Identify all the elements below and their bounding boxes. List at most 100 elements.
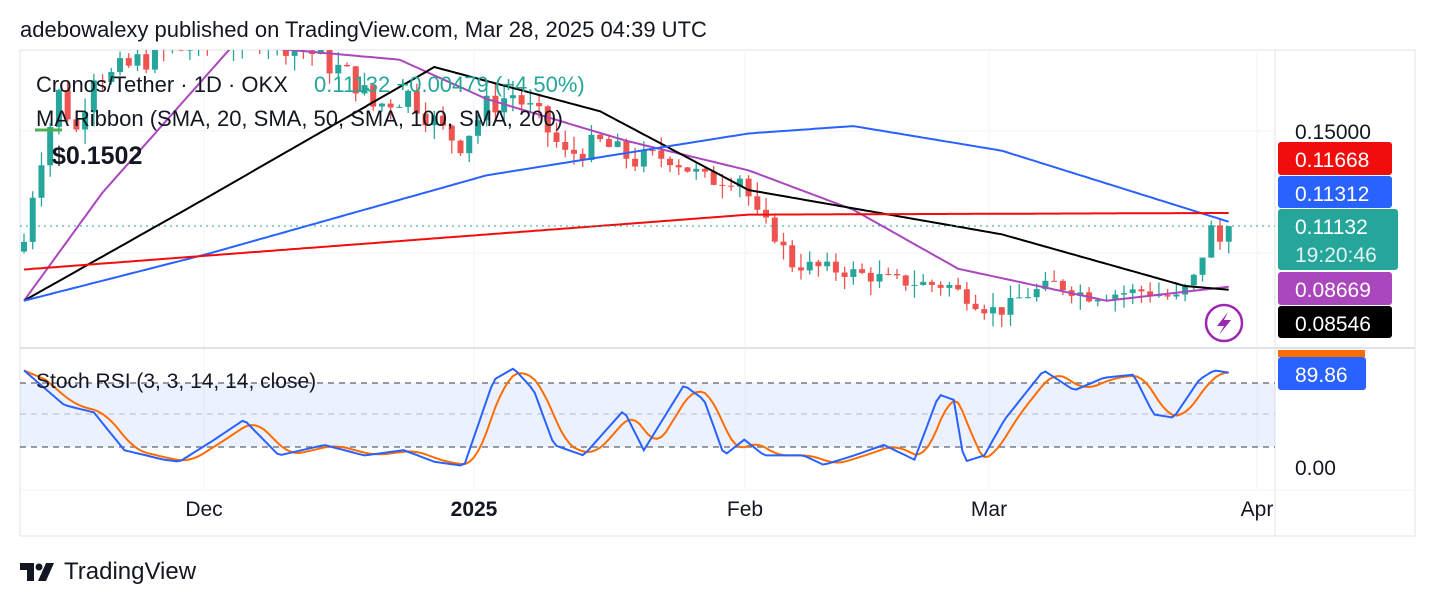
candle [876,260,883,289]
candle [378,102,385,112]
candle [937,281,944,296]
candle [29,191,36,250]
candle [911,270,918,298]
candle [867,267,874,296]
symbol-title[interactable]: Cronos/Tether · 1D · OKX [36,72,288,97]
footer-brand-text: TradingView [64,558,197,585]
svg-text:0.11668: 0.11668 [1295,149,1369,172]
candle [413,83,420,120]
candle [754,182,761,216]
candle [387,99,394,120]
candle [562,130,569,158]
candle [1217,218,1224,250]
candle [771,214,778,244]
candle [1225,225,1232,254]
candle [457,139,464,156]
candle [326,50,333,84]
candle [710,165,717,186]
candle [151,50,158,74]
stoch-tick-low: 0.00 [1295,457,1336,480]
candle [241,50,243,59]
candle [824,252,831,272]
candle [224,50,226,51]
candle [981,304,988,320]
candle [894,268,900,280]
badge-sma100: 0.11312 [1278,176,1392,208]
candle [1059,279,1066,296]
candle [21,233,27,254]
indicator-title[interactable]: MA Ribbon (SMA, 20, SMA, 50, SMA, 100, S… [36,106,563,131]
candle [693,162,700,180]
lightning-icon[interactable] [1204,303,1244,343]
sma100-line [23,125,1229,302]
candle [232,50,235,62]
candle [640,141,647,173]
candle [806,251,813,275]
candle [291,50,298,71]
candle [108,67,115,85]
sma200-line [23,212,1229,271]
candle [448,124,455,154]
candle [352,65,359,102]
svg-text:0.08669: 0.08669 [1295,279,1371,302]
stoch-k-line [23,367,1229,467]
candle [125,53,132,68]
candle [850,261,857,285]
candle [440,106,447,130]
candle [1007,285,1014,326]
candle [474,114,481,144]
candle [859,263,866,275]
candle [885,267,892,276]
candle [282,50,289,65]
candle [169,50,176,54]
chart-frame [19,49,1416,537]
svg-text:0.11312: 0.11312 [1295,183,1369,206]
candle [963,282,970,311]
candle [134,50,141,71]
candle [1016,283,1023,299]
candle [1086,287,1093,303]
time-label-mar: Mar [971,498,1007,521]
stoch-title[interactable]: Stoch RSI (3, 3, 14, 14, close) [36,370,316,393]
candle [1024,288,1031,299]
candle [431,110,438,139]
candle [553,122,560,148]
stoch-lines [23,367,1229,467]
candle [370,84,377,111]
candle [38,152,45,207]
candle [396,104,403,108]
ma-ribbon [23,50,1229,302]
candle [213,37,219,48]
svg-text:0.11132: 0.11132 [1295,216,1368,239]
publish-info: adebowalexy published on TradingView.com… [20,17,707,42]
badge-d-line [1278,350,1365,357]
candle [902,274,909,291]
candle [1112,289,1119,312]
badge-sma50: 0.08546 [1278,306,1392,338]
footer-brand[interactable]: TradingView [20,558,196,586]
candle [186,50,193,61]
candle [544,105,551,147]
candle [1068,286,1075,304]
time-label-apr: Apr [1241,498,1274,521]
candle [361,72,368,96]
candle [90,73,97,127]
candle [1147,282,1154,303]
candle [667,156,674,173]
badge-last-price: 0.11132 19:20:46 [1278,209,1398,270]
price-tick: 0.15000 [1295,121,1371,144]
candle [990,293,997,327]
candle [82,98,89,144]
badge-sma200: 0.11668 [1278,142,1392,175]
candle [483,87,490,127]
time-label-feb: Feb [727,498,763,521]
svg-text:0.08546: 0.08546 [1295,313,1371,336]
candle [178,50,185,52]
candle [946,281,953,297]
candle [789,240,796,273]
candle [701,167,708,178]
candle [422,102,429,132]
candle [267,50,270,60]
price-callout: $0.1502 [52,142,142,170]
